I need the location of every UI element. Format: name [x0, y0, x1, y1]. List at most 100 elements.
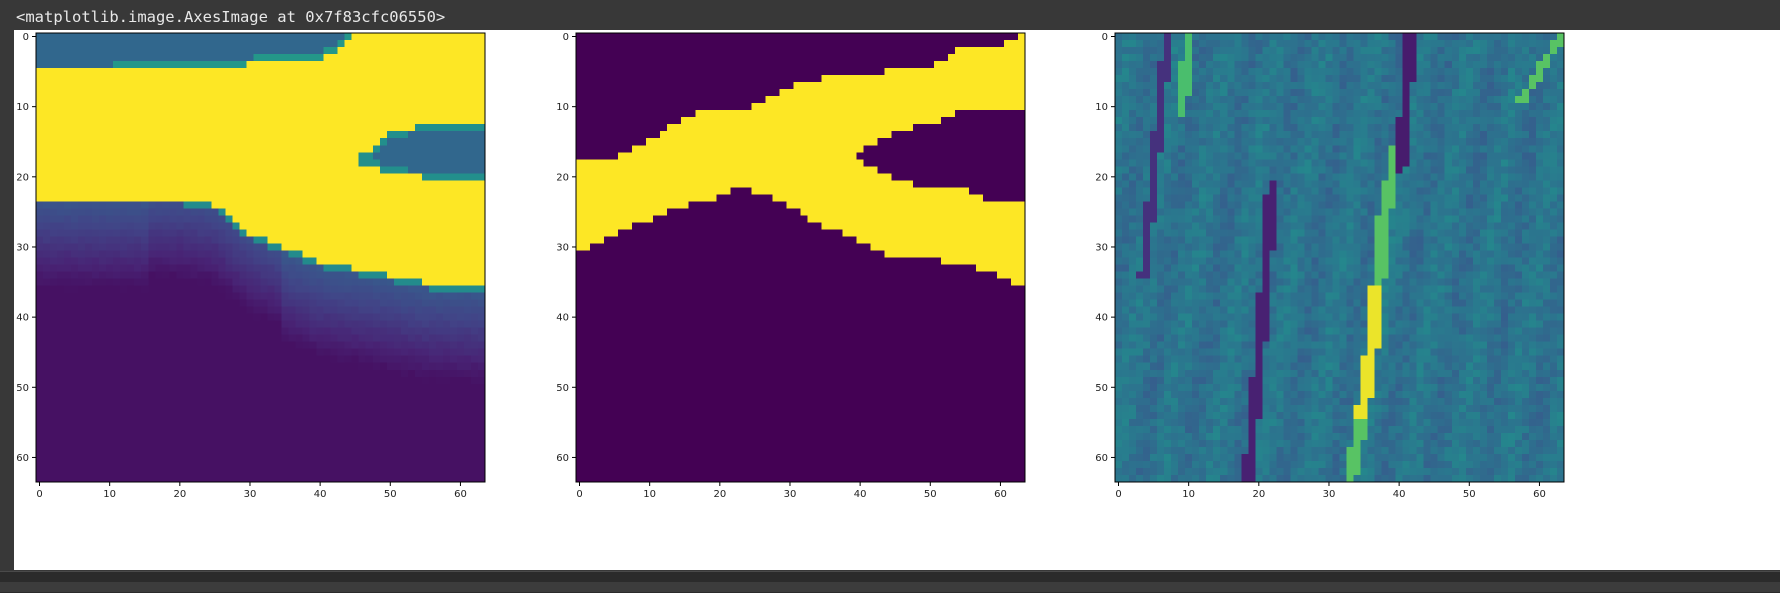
heatmap-cell — [218, 328, 225, 335]
heatmap-cell — [232, 440, 239, 447]
heatmap-cell — [450, 454, 457, 461]
heatmap-cell — [843, 47, 850, 54]
heatmap-cell — [688, 117, 695, 124]
heatmap-cell — [1011, 103, 1018, 110]
heatmap-cell — [331, 321, 338, 328]
heatmap-cell — [232, 89, 239, 96]
heatmap-cell — [359, 33, 366, 40]
heatmap-cell — [373, 117, 380, 124]
heatmap-cell — [303, 328, 310, 335]
heatmap-cell — [92, 152, 99, 159]
heatmap-cell — [64, 293, 71, 300]
heatmap-cell — [990, 110, 997, 117]
heatmap-cell — [822, 103, 829, 110]
heatmap-cell — [183, 89, 190, 96]
heatmap-cell — [702, 124, 709, 131]
heatmap-cell — [204, 68, 211, 75]
heatmap-cell — [310, 300, 317, 307]
heatmap-cell — [394, 47, 401, 54]
heatmap-cell — [387, 201, 394, 208]
heatmap-cell — [50, 265, 57, 272]
heatmap-cell — [169, 272, 176, 279]
heatmap-cell — [275, 82, 282, 89]
heatmap-cell — [338, 335, 345, 342]
heatmap-cell — [387, 47, 394, 54]
heatmap-cell — [43, 222, 50, 229]
heatmap-cell — [436, 75, 443, 82]
heatmap-cell — [443, 61, 450, 68]
heatmap-cell — [197, 33, 204, 40]
heatmap-cell — [765, 82, 772, 89]
heatmap-cell — [99, 342, 106, 349]
heatmap-cell — [85, 349, 92, 356]
heatmap-cell — [359, 293, 366, 300]
heatmap-cell — [639, 47, 646, 54]
heatmap-cell — [1004, 96, 1011, 103]
heatmap-cell — [864, 96, 871, 103]
heatmap-cell — [282, 110, 289, 117]
heatmap-cell — [450, 279, 457, 286]
heatmap-cell — [359, 68, 366, 75]
heatmap-cell — [976, 47, 983, 54]
heatmap-cell — [443, 75, 450, 82]
heatmap-cell — [450, 293, 457, 300]
heatmap-cell — [324, 426, 331, 433]
heatmap-cell — [429, 461, 436, 468]
heatmap-cell — [57, 377, 64, 384]
heatmap-cell — [415, 117, 422, 124]
heatmap-cell — [85, 117, 92, 124]
heatmap-cell — [338, 152, 345, 159]
heatmap-cell — [204, 236, 211, 243]
heatmap-cell — [78, 321, 85, 328]
heatmap-cell — [422, 426, 429, 433]
heatmap-cell — [373, 208, 380, 215]
heatmap-cell — [169, 131, 176, 138]
heatmap-cell — [127, 349, 134, 356]
heatmap-cell — [681, 75, 688, 82]
heatmap-cell — [218, 454, 225, 461]
heatmap-cell — [317, 208, 324, 215]
heatmap-cell — [261, 468, 268, 475]
heatmap-cell — [261, 229, 268, 236]
heatmap-cell — [289, 342, 296, 349]
heatmap-cell — [597, 89, 604, 96]
heatmap-cell — [190, 349, 197, 356]
heatmap-cell — [948, 82, 955, 89]
heatmap-cell — [106, 229, 113, 236]
heatmap-cell — [268, 117, 275, 124]
heatmap-cell — [836, 54, 843, 61]
heatmap-cell — [50, 279, 57, 286]
heatmap-cell — [969, 96, 976, 103]
heatmap-cell — [43, 33, 50, 40]
heatmap-cell — [422, 440, 429, 447]
heatmap-cell — [120, 363, 127, 370]
heatmap-cell — [197, 173, 204, 180]
heatmap-cell — [71, 454, 78, 461]
heatmap-cell — [190, 131, 197, 138]
heatmap-cell — [450, 68, 457, 75]
heatmap-cell — [268, 363, 275, 370]
heatmap-cell — [225, 363, 232, 370]
heatmap-cell — [394, 279, 401, 286]
heatmap-cell — [583, 33, 590, 40]
heatmap-cell — [155, 173, 162, 180]
heatmap-cell — [857, 61, 864, 68]
heatmap-cell — [43, 138, 50, 145]
heatmap-cell — [990, 103, 997, 110]
heatmap-cell — [36, 89, 43, 96]
heatmap-cell — [64, 405, 71, 412]
heatmap-cell — [289, 468, 296, 475]
heatmap-cell — [92, 356, 99, 363]
heatmap-cell — [155, 54, 162, 61]
heatmap-cell — [443, 454, 450, 461]
heatmap-cell — [120, 103, 127, 110]
heatmap-cell — [401, 293, 408, 300]
heatmap-cell — [464, 314, 471, 321]
heatmap-cell — [990, 68, 997, 75]
heatmap-cell — [667, 68, 674, 75]
heatmap-cell — [366, 103, 373, 110]
heatmap-cell — [85, 110, 92, 117]
heatmap-cell — [394, 328, 401, 335]
heatmap-cell — [289, 286, 296, 293]
heatmap-cell — [253, 194, 260, 201]
